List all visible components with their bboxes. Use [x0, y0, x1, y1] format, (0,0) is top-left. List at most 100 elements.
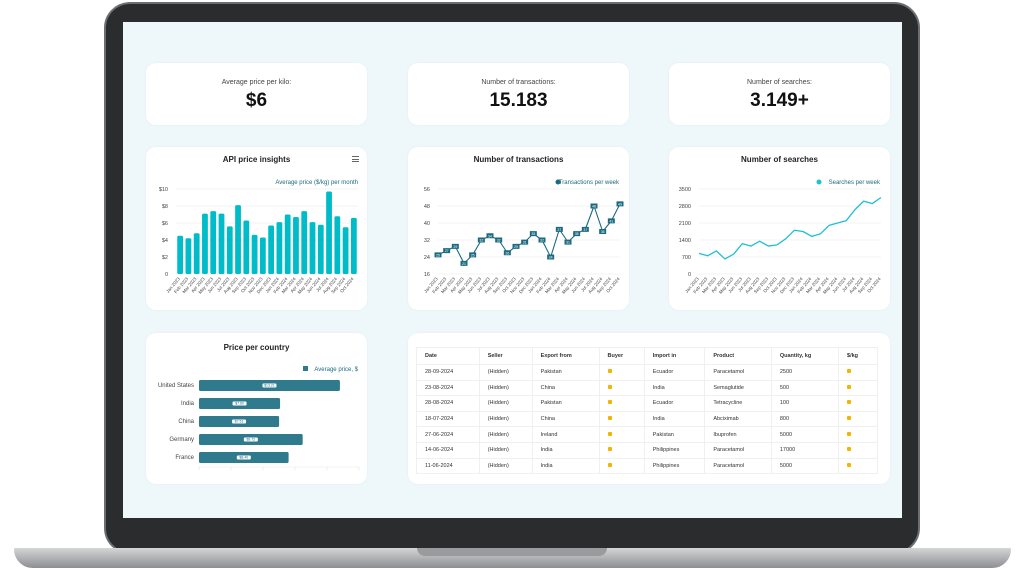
table-row[interactable]: 23-08-2024 (Hidden) China India Semaglutide 5…	[416, 379, 878, 397]
category-label: Germany	[169, 437, 194, 443]
table-row[interactable]: 18-07-2024 (Hidden) China India Abciximab 800	[416, 410, 878, 428]
chart-title: Number of searches	[741, 155, 818, 164]
bar	[276, 222, 283, 274]
bar	[309, 222, 316, 274]
data-label: 36	[601, 230, 605, 234]
lock-icon[interactable]	[847, 431, 852, 436]
country-price-chart: Average price, $ United States $13.21 India…	[158, 366, 360, 470]
column-header: Buyer	[598, 347, 645, 365]
lock-icon[interactable]	[847, 384, 852, 389]
data-label: 26	[505, 251, 509, 255]
chart-title: Number of transactions	[473, 155, 564, 164]
data-label: 29	[453, 245, 457, 249]
searches-chart-card: Number of searches 0 700 1400 2100 2800 3500 S…	[669, 147, 890, 310]
menu-icon[interactable]	[352, 156, 359, 162]
lock-icon[interactable]	[847, 416, 852, 421]
kpi-label: Number of searches:	[747, 79, 812, 86]
data-point	[573, 231, 581, 237]
lock-icon[interactable]	[607, 384, 612, 389]
bar	[301, 211, 308, 274]
y-tick-label: 24	[424, 255, 430, 261]
column-header: Product	[704, 347, 772, 365]
lock-icon[interactable]	[607, 369, 612, 374]
table-cell: Semaglutide	[704, 379, 772, 397]
data-point	[590, 203, 598, 209]
data-point	[486, 233, 494, 239]
laptop-notch	[417, 548, 607, 556]
category-label: China	[178, 419, 194, 425]
y-tick-label: $8	[162, 204, 168, 210]
data-label: 35	[531, 232, 535, 236]
data-point	[469, 252, 477, 258]
category-label: United States	[158, 383, 194, 389]
data-label-bg	[243, 437, 258, 442]
y-tick-label: 40	[424, 221, 430, 227]
country-price-chart-card: Price per country Average price, $ United…	[146, 333, 367, 484]
series-line	[698, 196, 882, 260]
y-tick-label: 2800	[679, 204, 691, 210]
bar	[193, 233, 200, 274]
data-point	[443, 248, 451, 254]
chart-title: API price insights	[222, 155, 291, 164]
data-label: 31	[566, 241, 570, 245]
data-point	[451, 243, 459, 249]
table-cell: 800	[770, 410, 840, 428]
category-label: France	[175, 455, 194, 461]
lock-icon[interactable]	[607, 400, 612, 405]
table-cell-locked	[838, 441, 878, 459]
column-header: Seller	[478, 347, 533, 365]
y-tick-label: $10	[159, 187, 168, 193]
bar	[326, 191, 332, 274]
table-row[interactable]: 28-09-2024 (Hidden) Pakistan Ecuador Paracet…	[416, 364, 878, 381]
table-cell: 5000	[770, 457, 840, 475]
table-cell-locked	[598, 379, 645, 397]
lock-icon[interactable]	[607, 462, 612, 467]
lock-icon[interactable]	[847, 400, 852, 405]
table-cell: Ecuador	[643, 395, 706, 412]
table-cell: Pakistan	[643, 426, 706, 443]
kpi-label: Number of transactions:	[481, 79, 556, 86]
table-cell: 17000	[770, 441, 840, 459]
chart-title: Price per country	[223, 343, 290, 352]
table-row[interactable]: 28-08-2024 (Hidden) Pakistan Ecuador Tetracy…	[416, 395, 878, 412]
table-row[interactable]: 11-06-2024 (Hidden) India Philippines Parace…	[416, 457, 878, 475]
table-row[interactable]: 27-06-2024 (Hidden) Ireland Pakistan Ibuprof…	[416, 426, 878, 443]
lock-icon[interactable]	[607, 431, 612, 436]
table-cell: Abciximab	[704, 410, 772, 428]
table-cell: Pakistan	[531, 364, 600, 381]
data-label: 32	[479, 239, 483, 243]
table-cell: Ibuprofen	[704, 426, 772, 443]
table-cell: (Hidden)	[478, 395, 533, 412]
data-point	[460, 260, 468, 266]
data-label: 37	[583, 228, 587, 232]
bar	[177, 235, 184, 274]
table-cell: 23-08-2024	[416, 379, 480, 397]
data-label: $13.21	[264, 384, 275, 388]
table-cell-locked	[838, 395, 878, 412]
data-label: 49	[618, 202, 622, 206]
data-label: 32	[497, 239, 501, 243]
data-label: $8.40	[239, 456, 248, 460]
lock-icon[interactable]	[607, 447, 612, 452]
lock-icon[interactable]	[847, 462, 852, 467]
data-point	[564, 239, 572, 245]
lock-icon[interactable]	[607, 416, 612, 421]
data-label-bg	[232, 419, 247, 424]
lock-icon[interactable]	[847, 369, 852, 374]
bar	[284, 214, 291, 274]
table-cell: China	[531, 379, 600, 397]
table-row[interactable]: 14-06-2024 (Hidden) India Philippines Parace…	[416, 441, 878, 459]
y-tick-label: 3500	[679, 187, 691, 193]
data-label: $7.51	[235, 420, 244, 424]
lock-icon[interactable]	[847, 447, 852, 452]
data-label: 31	[523, 241, 527, 245]
data-label-bg	[236, 455, 251, 460]
bar	[202, 213, 208, 274]
data-point	[495, 237, 503, 243]
table-cell: Paracetamol	[704, 457, 772, 475]
y-tick-label: 32	[424, 238, 430, 244]
table-cell: Ecuador	[643, 364, 706, 381]
table-cell: 28-09-2024	[416, 364, 480, 381]
table-cell: Paracetamol	[704, 441, 772, 459]
